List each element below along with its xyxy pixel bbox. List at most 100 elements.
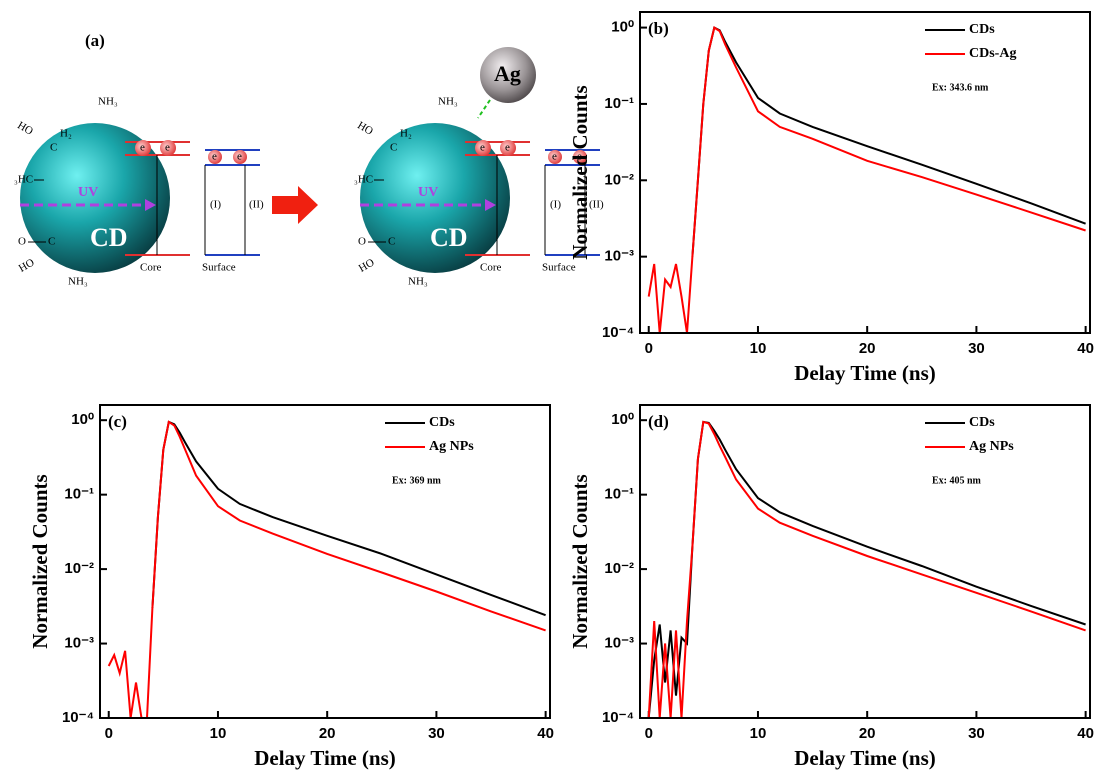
- uv-label: UV: [78, 185, 98, 200]
- y-tick-label: 10⁻³: [604, 248, 634, 265]
- x-tick-label: 0: [645, 340, 653, 357]
- x-tick-label: 40: [1077, 340, 1094, 357]
- electron: [160, 140, 176, 156]
- y-axis-label: Normalized Counts: [568, 474, 592, 648]
- y-tick-label: 10⁻³: [604, 635, 634, 652]
- y-tick-label: 10⁻⁴: [62, 709, 94, 726]
- core-label: Core: [480, 262, 502, 274]
- arrow-head: [145, 199, 156, 211]
- legend-label: CDs: [969, 22, 995, 37]
- group: C: [390, 142, 397, 154]
- y-tick-label: 10⁻³: [64, 635, 94, 652]
- chart: 10⁻⁴ 10⁻³ 10⁻² 10⁻¹ 10⁰ 0 10 20 30 40 CDs Ag NPs Ex:…: [28, 404, 554, 770]
- group: HO: [15, 119, 35, 137]
- annotation: Ex: 369 nm: [392, 475, 442, 486]
- path-label: (II): [589, 199, 604, 211]
- x-tick-label: 0: [645, 725, 653, 742]
- x-tick-label: 20: [859, 340, 876, 357]
- group: C: [50, 142, 57, 154]
- group: C: [48, 236, 55, 248]
- sphere: [20, 123, 170, 273]
- x-tick-label: 10: [750, 725, 767, 742]
- electron-label: e: [212, 151, 217, 163]
- panel-label: (a): [85, 31, 105, 50]
- y-tick-label: 10⁻¹: [64, 486, 94, 503]
- x-tick-label: 20: [859, 725, 876, 742]
- panel-label: (c): [108, 412, 127, 431]
- x-tick-label: 10: [750, 340, 767, 357]
- panel-label: (b): [648, 19, 669, 38]
- group: NH₃: [98, 96, 118, 108]
- electron-label: e: [505, 142, 510, 154]
- series-line: [647, 420, 1086, 718]
- group: NH₃: [68, 276, 88, 288]
- carbon-dot: NH₃ HO C H₂ ₃HC O C HO NH₃ UV CD e e Cor…: [354, 96, 604, 288]
- uv-label: UV: [418, 185, 438, 200]
- ag-particle: [480, 47, 536, 103]
- series-line: [691, 26, 1086, 257]
- electron: [208, 150, 222, 164]
- electron: [573, 150, 587, 164]
- y-tick-label: 10⁰: [611, 411, 634, 428]
- surface-label: Surface: [202, 262, 236, 274]
- y-tick-label: 10⁰: [611, 19, 634, 36]
- x-tick-label: 10: [210, 725, 227, 742]
- group: HO: [17, 256, 37, 274]
- path-label: (I): [210, 199, 221, 211]
- x-tick-label: 40: [537, 725, 554, 742]
- group: C: [388, 236, 395, 248]
- electron: [475, 140, 491, 156]
- y-tick-label: 10⁻²: [64, 560, 94, 577]
- group: H₂: [60, 128, 72, 140]
- series-line: [151, 420, 546, 617]
- electron: [500, 140, 516, 156]
- electron-label: e: [577, 151, 582, 163]
- process-arrow: [272, 186, 318, 224]
- electron: [135, 140, 151, 156]
- electron-label: e: [480, 142, 485, 154]
- x-tick-label: 40: [1077, 725, 1094, 742]
- group: H₂: [400, 128, 412, 140]
- group: O: [18, 236, 26, 248]
- y-axis-label: Normalized Counts: [568, 85, 592, 259]
- plot-frame: [639, 404, 1091, 719]
- plot-frame: [99, 404, 551, 719]
- path-label: (II): [249, 199, 264, 211]
- electron-label: e: [165, 142, 170, 154]
- electron-label: e: [552, 151, 557, 163]
- y-tick-label: 10⁰: [71, 411, 94, 428]
- legend-label: CDs-Ag: [969, 46, 1016, 61]
- cd-label: CD: [90, 223, 128, 252]
- plot-frame: [639, 11, 1091, 334]
- series-line: [647, 420, 1086, 718]
- y-tick-label: 10⁻⁴: [602, 709, 634, 726]
- x-tick-label: 30: [968, 340, 985, 357]
- group: ₃HC: [354, 174, 373, 186]
- series-line: [107, 420, 546, 718]
- y-tick-label: 10⁻⁴: [602, 324, 634, 341]
- group: HO: [357, 256, 377, 274]
- group: ₃HC: [14, 174, 33, 186]
- x-tick-label: 20: [319, 725, 336, 742]
- group: HO: [355, 119, 375, 137]
- ag-label: Ag: [494, 61, 521, 86]
- panel-label: (d): [648, 412, 669, 431]
- electron: [548, 150, 562, 164]
- transfer: [477, 99, 491, 119]
- x-axis-label: Delay Time (ns): [254, 746, 396, 770]
- legend-label: Ag NPs: [969, 439, 1014, 454]
- legend-label: CDs: [429, 415, 455, 430]
- x-axis-label: Delay Time (ns): [794, 361, 936, 385]
- diagram: (a) NH₃ HO C H₂ ₃HC O C HO NH₃ UV CD e e: [14, 31, 604, 288]
- group: NH₃: [438, 96, 458, 108]
- chart: 10⁻⁴ 10⁻³ 10⁻² 10⁻¹ 10⁰ 0 10 20 30 40 CDs Ag NPs Ex:…: [568, 404, 1094, 770]
- chart: 10⁻⁴ 10⁻³ 10⁻² 10⁻¹ 10⁰ 0 10 20 30 40 CDs CDs-Ag Ex:…: [568, 11, 1094, 385]
- carbon-dot: NH₃ HO C H₂ ₃HC O C HO NH₃ UV CD e e Cor…: [14, 96, 264, 288]
- y-tick-label: 10⁻²: [604, 171, 634, 188]
- electron-label: e: [237, 151, 242, 163]
- legend-label: Ag NPs: [429, 439, 474, 454]
- legend-label: CDs: [969, 415, 995, 430]
- y-tick-label: 10⁻²: [604, 560, 634, 577]
- surface-label: Surface: [542, 262, 576, 274]
- electron: [233, 150, 247, 164]
